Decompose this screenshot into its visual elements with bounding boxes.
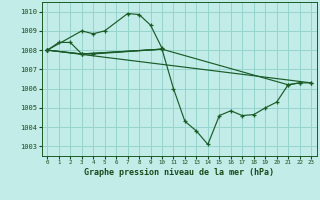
X-axis label: Graphe pression niveau de la mer (hPa): Graphe pression niveau de la mer (hPa) (84, 168, 274, 177)
